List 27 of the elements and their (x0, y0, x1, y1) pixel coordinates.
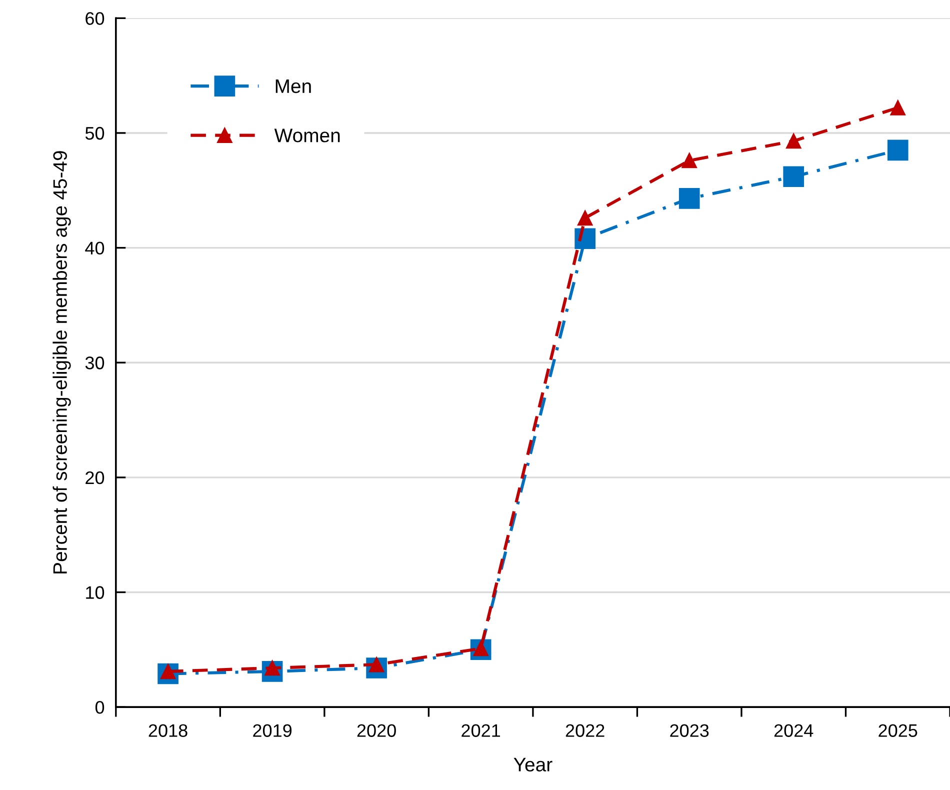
point (574, 228, 596, 250)
y-tick-label: 30 (85, 356, 104, 370)
y-tick-label: 40 (85, 242, 104, 255)
y-axis-title: Percent of screening-eligible members age 45-49 (52, 151, 71, 574)
y-tick-label: 10 (86, 586, 104, 599)
y-tick-label: 50 (85, 126, 104, 140)
x-tick-label: 2018 (148, 724, 188, 737)
x-tick-label: 2020 (357, 724, 396, 737)
y-tick-label: 0 (95, 700, 104, 714)
x-tick-label: 2022 (566, 724, 604, 737)
x-axis-title: Year (514, 758, 552, 772)
x-tick-label: 2023 (670, 724, 709, 737)
point (783, 166, 804, 188)
x-tick-label: 2025 (878, 724, 918, 737)
legend-label: Women (274, 128, 340, 142)
y-tick-label: 20 (86, 471, 104, 484)
x-tick-label: 2024 (774, 724, 814, 737)
point (786, 133, 802, 149)
point (577, 210, 593, 226)
point (890, 100, 906, 116)
legend-label: Men (276, 79, 311, 94)
point (678, 188, 700, 209)
y-tick-label: 60 (86, 12, 104, 25)
x-tick-label: 2019 (253, 724, 292, 737)
x-tick-label: 2021 (462, 724, 500, 737)
point (887, 140, 908, 161)
point (682, 152, 697, 168)
